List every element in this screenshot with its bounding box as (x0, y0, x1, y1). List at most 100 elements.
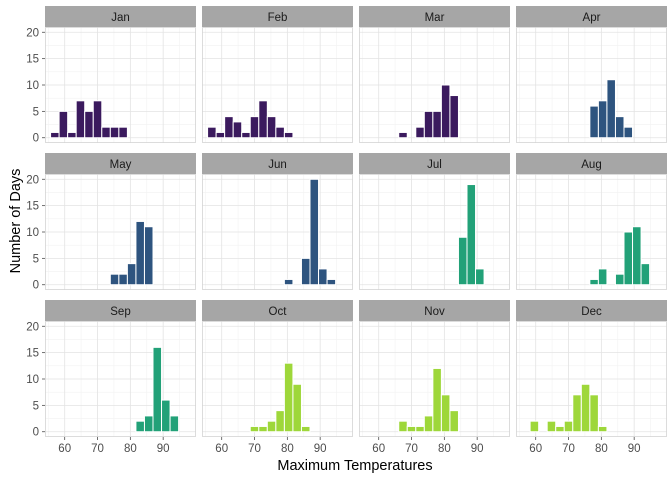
x-tick-label: 60 (529, 443, 542, 455)
x-tick-label: 80 (595, 443, 608, 455)
x-tick-label: 80 (281, 443, 294, 455)
facet-panel-oct: Oct (202, 300, 353, 437)
x-tick-label: 70 (91, 443, 104, 455)
y-tick-label: 20 (26, 174, 39, 186)
histogram-bar (258, 100, 268, 139)
y-tick-label: 5 (33, 106, 39, 118)
facet-panel-mar: Mar (359, 6, 510, 143)
facet-strip (202, 6, 353, 27)
histogram-bar (152, 346, 163, 433)
panel-border (45, 174, 196, 290)
histogram-bar (398, 131, 408, 139)
histogram-bar (283, 362, 294, 433)
histogram-bar (432, 110, 442, 139)
histogram-bar (50, 131, 60, 139)
histogram-bar (118, 273, 128, 286)
histogram-bar (67, 131, 77, 139)
panel-border (202, 27, 353, 143)
panel-border (516, 27, 667, 143)
histogram-bar (300, 425, 311, 433)
panel-border (202, 321, 353, 437)
histogram-bar (161, 399, 171, 433)
x-tick-label: 80 (124, 443, 137, 455)
histogram-bar (309, 178, 320, 286)
histogram-bar (640, 263, 651, 286)
facet-strip-label: Mar (425, 12, 445, 24)
facet-strip (516, 153, 667, 174)
y-tick-label: 20 (26, 321, 39, 333)
histogram-bar (109, 126, 120, 139)
histogram-bar (440, 84, 451, 139)
y-tick-label: 15 (26, 201, 39, 213)
histogram-bar (449, 95, 459, 139)
x-tick-label: 90 (471, 443, 484, 455)
facet-strip-label: Dec (581, 306, 602, 318)
histogram-bar (169, 415, 180, 433)
histogram-bar (415, 126, 425, 139)
facet-strip-label: Sep (110, 306, 130, 318)
histogram-bar (241, 131, 251, 139)
x-tick-label: 70 (562, 443, 575, 455)
histogram-bar (92, 100, 103, 139)
panel-border (45, 27, 196, 143)
histogram-bar (318, 268, 328, 286)
histogram-bar (398, 420, 408, 433)
histogram-bar (563, 420, 574, 433)
facet-strip (516, 6, 667, 27)
facet-strip-label: May (110, 159, 132, 171)
y-tick-label: 0 (33, 133, 39, 145)
histogram-bar (266, 420, 277, 433)
histogram-bar (546, 420, 557, 433)
facet-strip (45, 153, 196, 174)
histogram-bar (457, 236, 468, 286)
histogram-bar (135, 220, 145, 286)
histogram-bar (75, 100, 86, 139)
panel-border (45, 321, 196, 437)
histogram-bar (275, 126, 285, 139)
histogram-bar (326, 278, 337, 286)
histogram-bar (292, 383, 302, 433)
facet-strip-label: Oct (269, 306, 288, 318)
histogram-bar (283, 278, 294, 286)
histogram-bar (406, 425, 417, 433)
facet-panels: Jan 0 5 10 15 20 Feb Mar Apr May 0 5 10 15 20 Jun Jul Aug… (26, 6, 667, 439)
panel-border (359, 321, 510, 437)
facet-strip (359, 6, 510, 27)
y-tick-label: 0 (33, 280, 39, 292)
histogram-bar (632, 226, 642, 286)
panel-border (202, 174, 353, 290)
facet-panel-sep: Sep 0 5 10 15 20 (26, 300, 196, 439)
histogram-bar (623, 126, 634, 139)
facet-panel-nov: Nov (359, 300, 510, 437)
histogram-bar (589, 105, 599, 139)
facet-panel-may: May 0 5 10 15 20 (26, 153, 196, 292)
histogram-bar (529, 420, 540, 433)
x-tick-label: 90 (314, 443, 327, 455)
y-tick-label: 5 (33, 253, 39, 265)
histogram-bar (415, 425, 425, 433)
facet-strip (202, 300, 353, 321)
histogram-bar (597, 268, 608, 286)
y-tick-label: 15 (26, 348, 39, 360)
y-tick-label: 10 (26, 374, 39, 386)
x-tick-label: 90 (628, 443, 641, 455)
histogram-bar (606, 79, 616, 139)
x-axis-ticks: 60 70 80 90 60 70 80 90 60 70 80 90 60 70 80 90 (58, 437, 641, 455)
x-tick-label: 60 (372, 443, 385, 455)
histogram-bar (207, 126, 217, 139)
histogram-bar (266, 116, 277, 139)
facet-panel-jul: Jul (359, 153, 510, 290)
facet-strip-label: Jun (268, 159, 287, 171)
histogram-bar (466, 184, 477, 286)
histogram-bar (58, 110, 69, 139)
histogram-bar (623, 231, 634, 286)
panel-border (359, 174, 510, 290)
y-axis-title: Number of Days (8, 169, 24, 274)
histogram-bar (589, 278, 599, 286)
histogram-bar (423, 415, 434, 433)
histogram-bar (597, 100, 608, 139)
facet-panel-aug: Aug (516, 153, 667, 290)
facet-panel-jan: Jan 0 5 10 15 20 (26, 6, 196, 145)
histogram-bar (258, 425, 268, 433)
